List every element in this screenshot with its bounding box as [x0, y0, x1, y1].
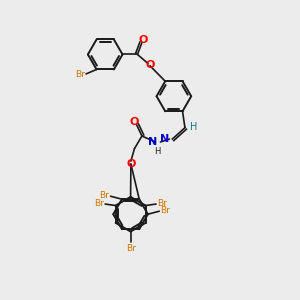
Text: Br: Br [75, 70, 85, 79]
Text: H: H [190, 122, 197, 132]
Text: Br: Br [157, 199, 167, 208]
Text: O: O [130, 117, 139, 127]
Text: Br: Br [160, 206, 170, 215]
Text: H: H [154, 147, 160, 156]
Text: Br: Br [100, 191, 110, 200]
Text: Br: Br [126, 244, 136, 253]
Text: N: N [160, 134, 170, 144]
Text: Br: Br [94, 199, 104, 208]
Text: O: O [126, 159, 136, 169]
Text: O: O [139, 34, 148, 44]
Text: O: O [146, 60, 155, 70]
Text: N: N [148, 137, 158, 147]
